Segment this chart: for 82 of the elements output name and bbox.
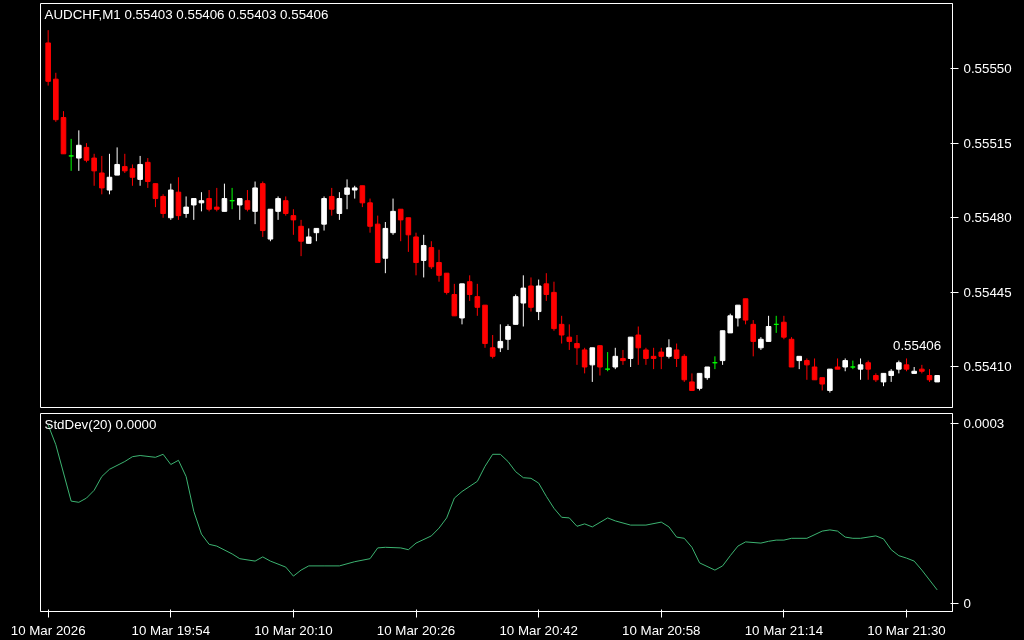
candlestick	[344, 178, 350, 210]
candlestick	[282, 195, 289, 217]
candlestick	[152, 183, 159, 208]
candlestick	[581, 347, 588, 374]
candlestick	[811, 357, 818, 381]
candlestick	[451, 283, 458, 317]
chart-title: AUDCHF,M1 0.55403 0.55406 0.55403 0.55406	[44, 6, 329, 22]
candlestick	[765, 315, 772, 342]
candlestick	[428, 240, 435, 270]
candlestick	[298, 219, 304, 257]
candlestick	[781, 315, 787, 340]
candlestick	[91, 153, 97, 187]
candlestick	[221, 183, 228, 212]
candlestick	[83, 142, 90, 163]
candlestick	[543, 272, 550, 302]
candlestick	[604, 351, 611, 372]
candlestick	[367, 198, 373, 234]
candlestick	[106, 153, 113, 195]
x-tick-label: 10 Mar 20:58	[622, 622, 701, 638]
candlestick	[474, 283, 481, 317]
candlestick	[689, 372, 695, 391]
candlestick	[443, 272, 450, 296]
candlestick	[666, 338, 672, 359]
candlestick	[236, 198, 243, 221]
candlestick	[206, 189, 212, 212]
candlestick	[183, 195, 189, 219]
candlestick	[566, 323, 573, 351]
candlestick	[505, 323, 511, 351]
x-tick-label: 10 Mar 21:30	[867, 622, 946, 638]
candlestick	[122, 153, 128, 174]
candlestick	[804, 357, 810, 381]
candlestick	[489, 334, 496, 359]
candlestick	[114, 146, 120, 176]
candlestick	[558, 315, 565, 345]
candlestick	[76, 129, 82, 172]
candlestick	[328, 187, 335, 217]
x-tick-label: 10 Mar 2026	[10, 622, 86, 638]
x-tick-label: 10 Mar 20:42	[499, 622, 578, 638]
x-tick-label: 10 Mar 19:54	[131, 622, 211, 638]
candlestick	[735, 304, 741, 327]
candlestick	[497, 323, 504, 353]
candlestick	[129, 163, 136, 187]
candlestick	[857, 357, 864, 381]
y-tick-label: 0.55410	[963, 359, 1012, 375]
y-tick-label: 0.0003	[963, 416, 1005, 432]
candlestick	[597, 345, 603, 377]
candlestick	[589, 347, 596, 383]
x-tick-label: 10 Mar 20:10	[254, 622, 333, 638]
candlestick	[252, 181, 258, 225]
candlestick	[627, 336, 634, 368]
x-tick-label: 10 Mar 20:26	[376, 622, 456, 638]
y-tick-label: 0.55515	[963, 135, 1012, 151]
candlestick	[466, 274, 473, 302]
candlestick	[635, 325, 642, 366]
annotation: 0.55406	[892, 337, 942, 353]
candlestick	[137, 155, 143, 187]
candlestick	[99, 155, 105, 195]
chart-title: StdDev(20) 0.0000	[44, 416, 157, 432]
candlestick	[620, 349, 626, 366]
candlestick	[275, 195, 281, 221]
candlestick	[244, 189, 251, 212]
candlestick	[528, 276, 534, 313]
candlestick	[612, 347, 619, 370]
candlestick	[827, 368, 833, 394]
candlestick	[750, 319, 757, 357]
y-tick-label: 0.55480	[963, 210, 1012, 226]
candlestick	[390, 198, 396, 236]
y-tick-label: 0.55445	[963, 284, 1012, 300]
candlestick	[359, 185, 366, 208]
candlestick	[290, 208, 297, 236]
y-tick-label: 0.55550	[963, 61, 1012, 77]
x-tick-label: 10 Mar 21:14	[744, 622, 824, 638]
candlestick	[144, 157, 151, 189]
candlestick	[865, 360, 871, 381]
candlestick	[336, 191, 343, 221]
candlestick	[574, 334, 580, 366]
y-tick-label: 0	[963, 596, 971, 612]
candlestick	[436, 249, 442, 283]
candlestick	[160, 193, 166, 219]
candlestick	[742, 298, 749, 325]
candlestick	[420, 234, 427, 278]
candlestick	[213, 187, 220, 212]
